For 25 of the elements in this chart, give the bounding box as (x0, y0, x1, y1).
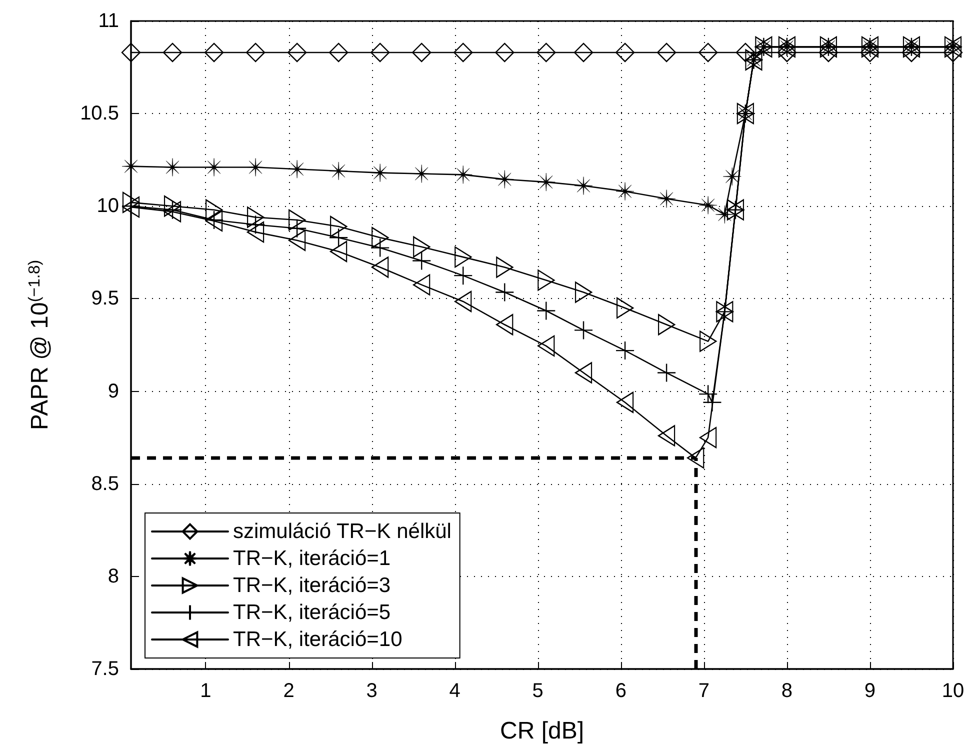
x-tick-label: 8 (781, 680, 792, 702)
x-tick-label: 9 (864, 680, 876, 702)
y-tick-label: 10 (96, 195, 119, 218)
x-tick-label: 2 (283, 680, 294, 702)
x-tick-label: 1 (200, 680, 212, 702)
y-tick-label: 8.5 (91, 472, 119, 495)
legend-label: TR−K, iteráció=1 (233, 547, 391, 570)
y-tick-label: 9.5 (91, 288, 119, 310)
y-tick-label: 10.5 (80, 102, 119, 125)
legend-label: szimuláció TR−K nélkül (233, 520, 452, 543)
y-tick-label: 8 (108, 565, 119, 588)
legend-label: TR−K, iteráció=10 (233, 628, 402, 651)
legend-label: TR−K, iteráció=5 (233, 601, 391, 624)
y-axis-title: PAPR @ 10(−1.8) (26, 260, 54, 430)
x-tick-label: 7 (698, 680, 710, 702)
y-tick-label: 9 (108, 380, 119, 402)
x-tick-label: 4 (449, 680, 460, 702)
x-tick-label: 5 (532, 680, 544, 702)
legend-label: TR−K, iteráció=3 (233, 574, 391, 597)
x-axis-title: CR [dB] (500, 718, 584, 744)
y-tick-label: 7.5 (91, 658, 119, 680)
x-tick-label: 6 (615, 680, 626, 702)
x-tick-label: 3 (366, 680, 378, 702)
x-tick-label: 10 (942, 680, 964, 702)
y-tick-label: 11 (98, 10, 119, 32)
